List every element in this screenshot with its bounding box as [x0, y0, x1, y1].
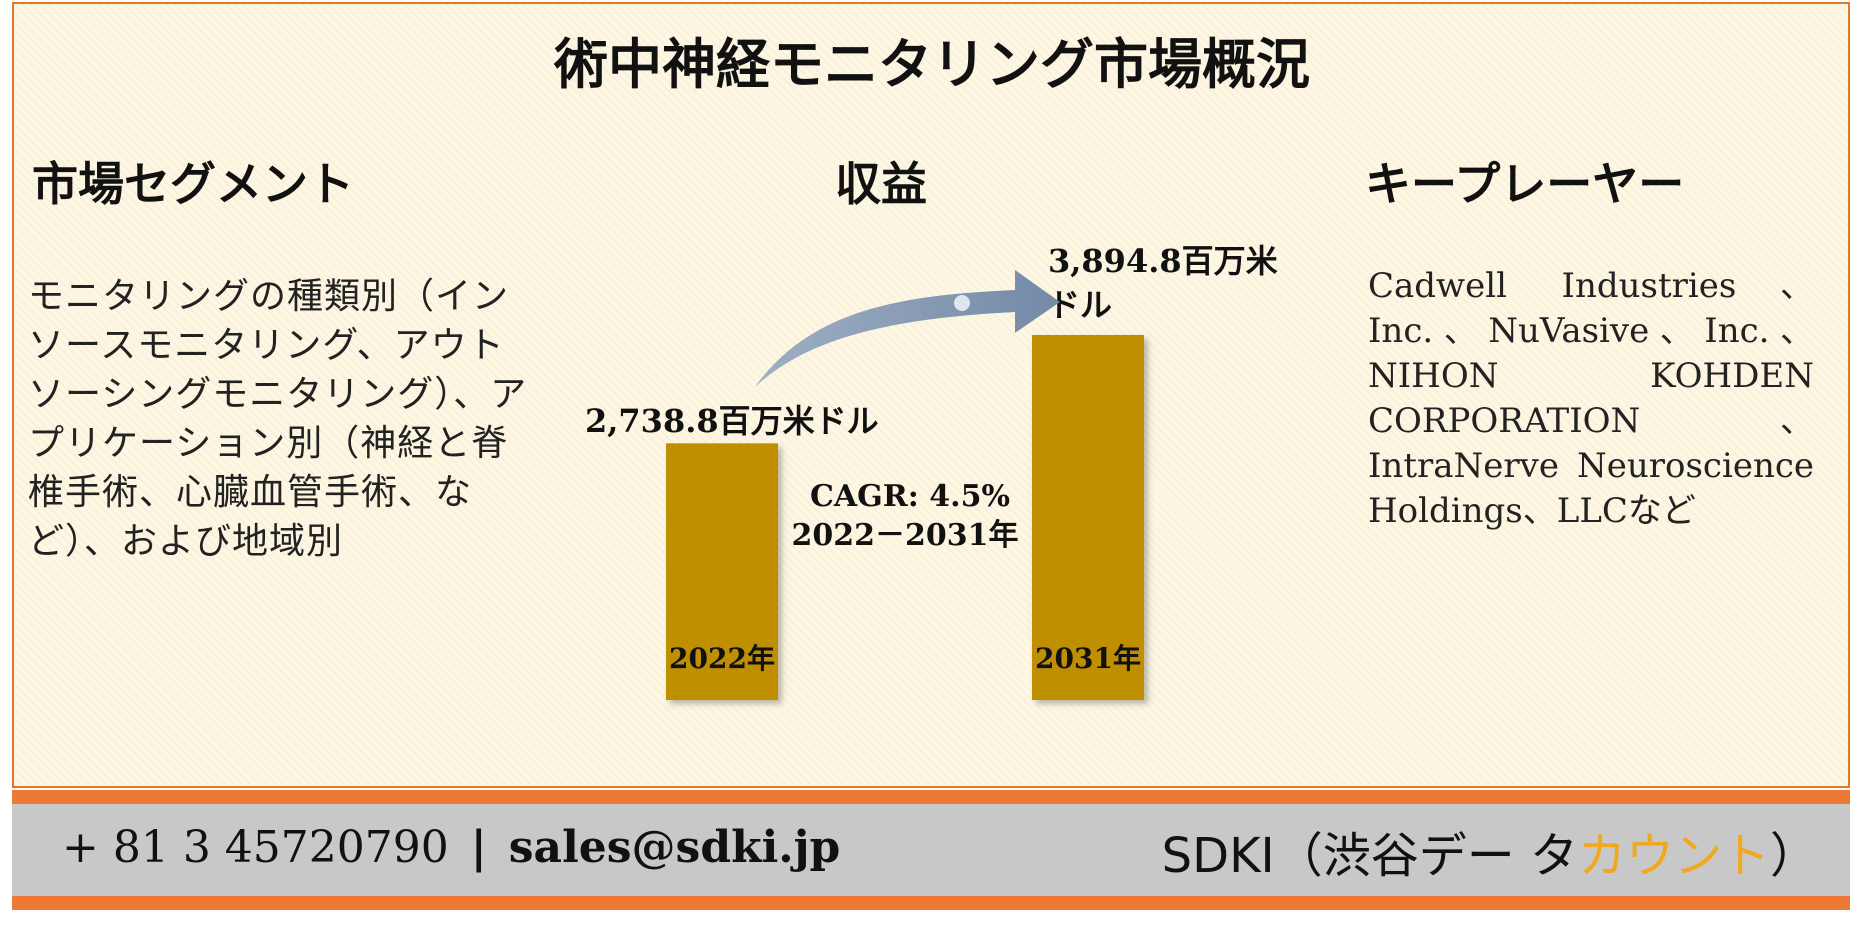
- value-label: 2,738.8百万米ドル: [585, 402, 879, 440]
- phone-number[interactable]: + 81 3 45720790: [62, 822, 449, 873]
- brand-accent: カウント: [1577, 828, 1770, 884]
- value-label: ドル: [1048, 286, 1112, 324]
- email-link[interactable]: sales@sdki.jp: [508, 822, 841, 873]
- category-label: 2022年: [669, 642, 775, 675]
- brand-prefix: SDKI（渋谷デー タ: [1161, 828, 1578, 884]
- overview-panel: [12, 2, 1850, 788]
- revenue-heading: 収益: [835, 157, 927, 211]
- footer-band-top: [12, 790, 1850, 804]
- footer-band-bottom: [12, 896, 1850, 910]
- market-segment-text: モニタリングの種類別（インソースモニタリング、アウトソーシングモニタリング）、ア…: [28, 276, 528, 562]
- contact-info: + 81 3 45720790 | sales@sdki.jp: [62, 822, 840, 873]
- bar-2031年: [1032, 335, 1144, 700]
- cagr-label: CAGR: 4.5%: [810, 479, 1010, 514]
- revenue-chart: 2022年 2031年 2,738.8百万米ドル 3,894.8百万米ドル CAGR:…: [585, 242, 1278, 700]
- key-players-heading: キープレーヤー: [1365, 157, 1685, 211]
- growth-arrow: [755, 270, 1060, 387]
- brand-suffix: ）: [1769, 828, 1818, 884]
- arrow-dot: [954, 295, 970, 311]
- brand-name: SDKI（渋谷デー タカウント）: [1162, 816, 1818, 886]
- bars-layer: 2022年 2031年 2,738.8百万米ドル 3,894.8百万米ドル: [585, 242, 1278, 700]
- bar-2022年: [666, 443, 778, 700]
- footer-bar: [12, 804, 1850, 896]
- page-title: 術中神経モニタリング市場概況: [554, 32, 1310, 96]
- market-segment-heading: 市場セグメント: [32, 157, 354, 211]
- cagr-period-label: 2022－2031年: [792, 518, 1019, 553]
- value-label: 3,894.8百万米: [1048, 242, 1278, 280]
- category-label: 2031年: [1035, 642, 1141, 675]
- key-players-text: Cadwell Industries、Inc.、NuVasive、Inc.、NI…: [1368, 266, 1814, 531]
- contact-separator: |: [470, 822, 487, 873]
